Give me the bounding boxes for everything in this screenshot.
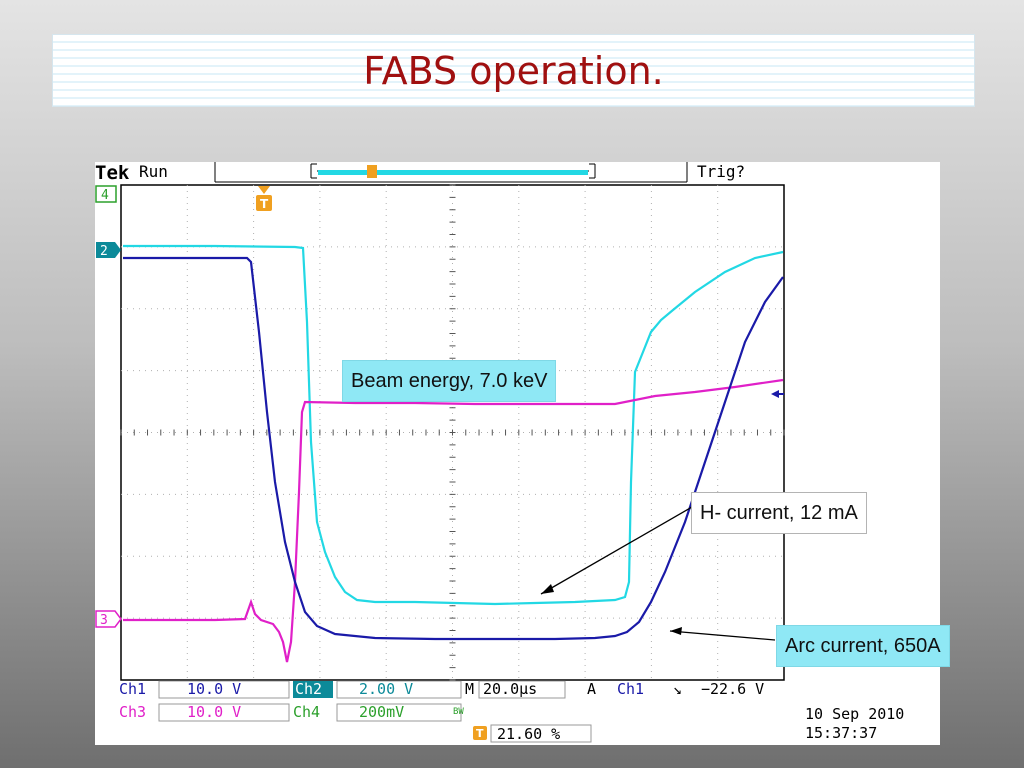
svg-text:200mV: 200mV <box>359 703 404 721</box>
svg-text:10.0 V: 10.0 V <box>187 680 241 698</box>
ch2-waveform <box>123 244 784 606</box>
svg-text:BW: BW <box>453 707 464 717</box>
trigger-marker-icon: T <box>256 186 272 211</box>
trigger-level-arrow <box>771 390 779 398</box>
settings-readout: Ch1 10.0 V Ch2 2.00 V M 20.0µs A Ch1 ↘ −… <box>119 680 904 743</box>
svg-text:Ch1: Ch1 <box>119 680 146 698</box>
trigger-status: Trig? <box>697 162 745 181</box>
brand-label: Tek <box>95 162 130 184</box>
slide-title: FABS operation. <box>363 48 664 93</box>
run-status: Run <box>139 162 168 181</box>
svg-text:Ch1: Ch1 <box>617 680 644 698</box>
svg-text:−22.6 V: −22.6 V <box>701 680 764 698</box>
svg-text:M: M <box>465 680 474 698</box>
svg-text:Ch3: Ch3 <box>119 703 146 721</box>
svg-text:T: T <box>260 197 269 211</box>
svg-text:21.60 %: 21.60 % <box>497 725 560 743</box>
slide-title-bar: FABS operation. <box>52 34 975 107</box>
svg-text:2: 2 <box>100 244 108 259</box>
graticule <box>120 184 785 681</box>
svg-text:T: T <box>476 727 484 740</box>
ch3-waveform <box>123 378 784 663</box>
svg-text:20.0µs: 20.0µs <box>483 680 537 698</box>
ch4-marker: 4 <box>95 185 117 203</box>
record-position-bar <box>310 163 596 179</box>
svg-text:10 Sep 2010: 10 Sep 2010 <box>805 705 904 723</box>
svg-text:A: A <box>587 680 596 698</box>
svg-text:↘: ↘ <box>673 680 682 698</box>
svg-text:10.0 V: 10.0 V <box>187 703 241 721</box>
h-current-label: H- current, 12 mA <box>691 492 867 534</box>
arc-current-label: Arc current, 650A <box>776 625 950 667</box>
ch3-marker: 3 <box>95 610 122 628</box>
oscilloscope-display: Tek Run Trig? 4 2 <box>95 162 904 743</box>
h-current-pointer <box>540 506 693 595</box>
trigger-position-marker <box>367 165 377 178</box>
svg-text:15:37:37: 15:37:37 <box>805 724 877 742</box>
svg-text:3: 3 <box>100 613 108 628</box>
ch2-marker: 2 <box>96 242 121 259</box>
svg-text:Ch4: Ch4 <box>293 703 320 721</box>
oscilloscope-screenshot: Tek Run Trig? 4 2 <box>95 162 950 745</box>
svg-text:2.00 V: 2.00 V <box>359 680 413 698</box>
arc-current-pointer <box>669 630 776 641</box>
beam-energy-label: Beam energy, 7.0 keV <box>342 360 557 402</box>
svg-text:4: 4 <box>101 188 109 203</box>
svg-text:Ch2: Ch2 <box>295 680 322 698</box>
